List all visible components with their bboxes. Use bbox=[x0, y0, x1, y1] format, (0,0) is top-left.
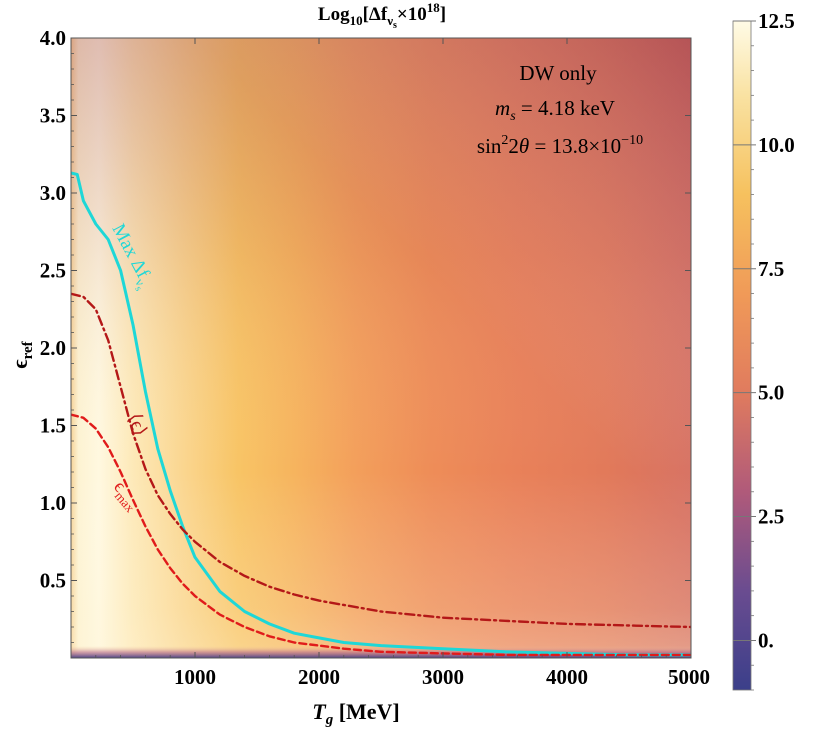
annotation-line-1: DW only bbox=[519, 61, 597, 85]
chart-title: Log10[Δfνs×1018] bbox=[318, 0, 446, 31]
colorbar-tick-label: 7.5 bbox=[758, 257, 784, 281]
x-tick-label: 2000 bbox=[298, 665, 340, 689]
colorbar-tick-label: 5.0 bbox=[758, 381, 784, 405]
x-tick-label: 4000 bbox=[546, 665, 588, 689]
svg-text:ϵref: ϵref bbox=[7, 340, 36, 368]
y-tick-label: 1.5 bbox=[40, 414, 66, 438]
series-line-2 bbox=[71, 413, 691, 657]
colorbar: 0. 2.5 5.0 7.5 10.0 12.5 bbox=[732, 9, 795, 691]
y-axis-ticks: 0.5 1.0 1.5 2.0 2.5 3.0 3.5 4.0 bbox=[40, 26, 691, 643]
parameter-annotation: DW only ms = 4.18 keV sin22θ = 13.8×10−1… bbox=[477, 61, 643, 158]
colorbar-tick-label: 10.0 bbox=[758, 133, 795, 157]
y-tick-label: 0.5 bbox=[40, 569, 66, 593]
x-axis-ticks: 1000 2000 3000 4000 5000 bbox=[95, 38, 710, 689]
heatmap-area bbox=[71, 38, 691, 658]
series-line-1 bbox=[71, 292, 691, 629]
annotation-line-2: ms = 4.18 keV bbox=[495, 96, 615, 124]
colorbar-tick-label: 0. bbox=[758, 628, 774, 652]
x-axis-label: Tg [MeV] bbox=[312, 699, 400, 728]
colorbar-tick-label: 12.5 bbox=[758, 9, 795, 33]
colorbar-ticks: 0. 2.5 5.0 7.5 10.0 12.5 bbox=[733, 9, 795, 691]
y-tick-label: 2.0 bbox=[40, 336, 66, 360]
y-axis-label: ϵref bbox=[7, 340, 36, 368]
colorbar-tick-label: 2.5 bbox=[758, 505, 784, 529]
y-tick-label: 2.5 bbox=[40, 259, 66, 283]
series-line-0 bbox=[71, 171, 691, 657]
x-tick-label: 5000 bbox=[668, 665, 710, 689]
series-layer bbox=[71, 171, 691, 657]
annotation-line-3: sin22θ = 13.8×10−10 bbox=[477, 133, 643, 158]
y-tick-label: 1.0 bbox=[40, 491, 66, 515]
colorbar-gradient bbox=[732, 20, 752, 691]
svg-text:Log10[Δfνs×1018]: Log10[Δfνs×1018] bbox=[318, 0, 446, 31]
heatmap-diagonal-shade bbox=[71, 38, 691, 658]
y-tick-label: 3.5 bbox=[40, 104, 66, 128]
svg-text:Tg [MeV]: Tg [MeV] bbox=[312, 699, 400, 728]
x-tick-label: 3000 bbox=[422, 665, 464, 689]
x-tick-label: 1000 bbox=[174, 665, 216, 689]
y-tick-label: 4.0 bbox=[40, 26, 66, 50]
y-tick-label: 3.0 bbox=[40, 181, 66, 205]
